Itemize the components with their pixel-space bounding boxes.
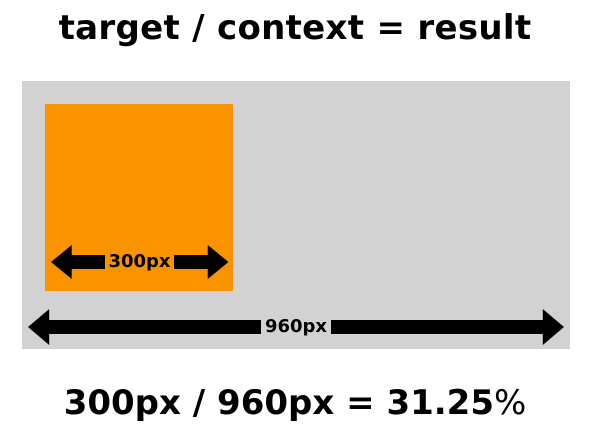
formula-result: 300px / 960px = 31.25%: [0, 386, 590, 420]
right-arrow-icon: [331, 309, 565, 345]
target-width-label: 300px: [108, 251, 171, 272]
formula-expression: 300px / 960px = 31.25: [63, 383, 494, 423]
context-width-label: 960px: [264, 316, 328, 337]
page-title: target / context = result: [58, 8, 532, 48]
percent-sign: %: [493, 383, 527, 423]
right-arrow-icon: [173, 245, 228, 279]
target-width-measure: 300px: [51, 245, 228, 279]
left-arrow-icon: [51, 245, 106, 279]
context-width-measure: 960px: [28, 309, 565, 345]
left-arrow-icon: [28, 309, 261, 345]
context-area: 300px 960px: [22, 81, 570, 349]
